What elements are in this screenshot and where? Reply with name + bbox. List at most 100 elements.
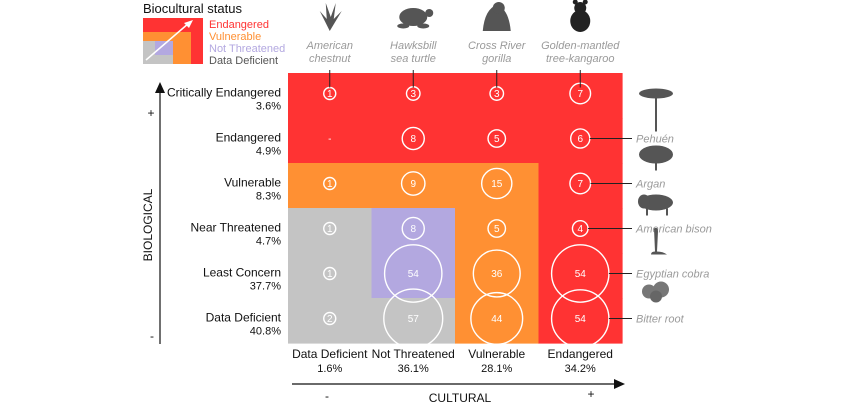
column-label: Not Threatened [372, 347, 455, 361]
cell-value: 57 [408, 314, 420, 325]
cell-value: 44 [491, 314, 503, 325]
cell-value: 3 [410, 89, 416, 100]
bison-icon [638, 194, 673, 216]
value-circle [401, 216, 425, 241]
row-percent: 4.7% [256, 236, 281, 248]
legend-swatch-not-threatened [155, 41, 173, 55]
legend-label-data-deficient: Data Deficient [209, 55, 278, 67]
legend-arrow-head [184, 20, 193, 28]
top-example-label: American [306, 40, 353, 52]
value-circle [401, 126, 425, 151]
legend-label-not-threatened: Not Threatened [209, 43, 285, 55]
y-axis-minus: - [150, 329, 154, 343]
cell-value: 9 [410, 179, 416, 190]
row-percent: 3.6% [256, 101, 281, 113]
right-examples: Pehuén Argan American bison Egyptian cobra B… [588, 88, 712, 326]
legend-title: Biocultural status [143, 1, 242, 16]
cell-value: 54 [575, 314, 587, 325]
cell-value: 4 [577, 224, 583, 235]
right-example-label: Egyptian cobra [636, 269, 709, 281]
value-circle [383, 244, 443, 303]
value-circle [487, 219, 507, 238]
cell-value: 3 [494, 89, 500, 100]
column-label: Endangered [548, 347, 613, 361]
x-axis-plus: + [587, 387, 594, 401]
column-percent: 28.1% [481, 363, 512, 375]
cell-value: 5 [494, 224, 500, 235]
cell-value: 1 [327, 224, 333, 235]
top-example-label: Cross River [468, 40, 527, 52]
value-circle [480, 167, 513, 200]
value-circle [323, 311, 337, 326]
legend-label-vulnerable: Vulnerable [209, 31, 261, 43]
cell-vulnerable-endangered [538, 163, 623, 209]
column-label: Vulnerable [468, 347, 525, 361]
cell-least-concern-data-deficient [288, 253, 373, 299]
cell-value: - [328, 134, 331, 145]
cell-value: 1 [327, 269, 333, 280]
value-circle [472, 249, 521, 298]
legend: Biocultural status Endangered Vulnerable… [143, 1, 285, 67]
right-example-label: Bitter root [636, 314, 685, 326]
cell-value: 8 [410, 224, 416, 235]
cell-value: 6 [577, 134, 583, 145]
cell-endangered-vulnerable [455, 118, 540, 164]
cell-value: 36 [491, 269, 503, 280]
row-label: Data Deficient [206, 311, 282, 325]
y-axis: + - BIOLOGICAL [141, 82, 165, 344]
cell-vulnerable-not-threatened [371, 163, 456, 209]
cell-near-threatened-data-deficient [288, 208, 373, 254]
top-example-label: sea turtle [391, 53, 436, 65]
kangaroo-icon [570, 0, 591, 32]
cell-least-concern-vulnerable [455, 253, 540, 299]
x-axis-arrow-head [614, 379, 625, 389]
cell-value: 54 [408, 269, 420, 280]
value-circle [550, 289, 610, 348]
value-circle [323, 176, 337, 191]
cell-endangered-not-threatened [371, 118, 456, 164]
cell-value: 1 [327, 89, 333, 100]
right-example-label: Argan [635, 179, 665, 191]
bitter-root-icon [642, 281, 669, 303]
row-label: Vulnerable [224, 176, 281, 190]
cell-grid [288, 73, 623, 344]
x-axis: - + CULTURAL [292, 379, 625, 403]
row-label: Endangered [216, 131, 281, 145]
cell-value: 54 [575, 269, 587, 280]
cell-value: 1 [327, 179, 333, 190]
row-label: Least Concern [203, 266, 281, 280]
cell-value: 7 [577, 89, 583, 100]
cell-data-deficient-data-deficient [288, 298, 373, 344]
x-axis-minus: - [325, 389, 329, 403]
cell-data-deficient-not-threatened [371, 298, 456, 344]
leaf-icon [319, 3, 342, 31]
value-circle [323, 221, 337, 236]
row-percent: 40.8% [250, 326, 281, 338]
y-axis-plus: + [147, 106, 154, 120]
cell-near-threatened-endangered [538, 208, 623, 254]
row-label: Critically Endangered [167, 86, 281, 100]
cell-vulnerable-data-deficient [288, 163, 373, 209]
legend-arrow [145, 22, 190, 61]
cell-near-threatened-vulnerable [455, 208, 540, 254]
cell-value: 5 [494, 134, 500, 145]
value-circle [550, 244, 610, 303]
argan-tree-icon [639, 145, 673, 171]
column-labels: Data Deficient 1.6% Not Threatened 36.1% Vul… [292, 347, 613, 375]
row-label: Near Threatened [190, 221, 281, 235]
top-example-label: tree-kangaroo [546, 53, 615, 65]
x-axis-title: CULTURAL [429, 391, 492, 403]
value-circle [487, 129, 507, 148]
value-circle [470, 291, 524, 346]
cell-vulnerable-vulnerable [455, 163, 540, 209]
value-circle [569, 128, 591, 149]
right-example-label: Pehuén [636, 134, 674, 146]
value-circle [323, 266, 337, 281]
cell-endangered-endangered [538, 118, 623, 164]
cell-values: 1 3 3 7- 8 5 61 9 15 71 8 5 41 54 36 542 57 44 54 [323, 82, 610, 349]
value-circle [400, 171, 426, 196]
cell-endangered-data-deficient [288, 118, 373, 164]
